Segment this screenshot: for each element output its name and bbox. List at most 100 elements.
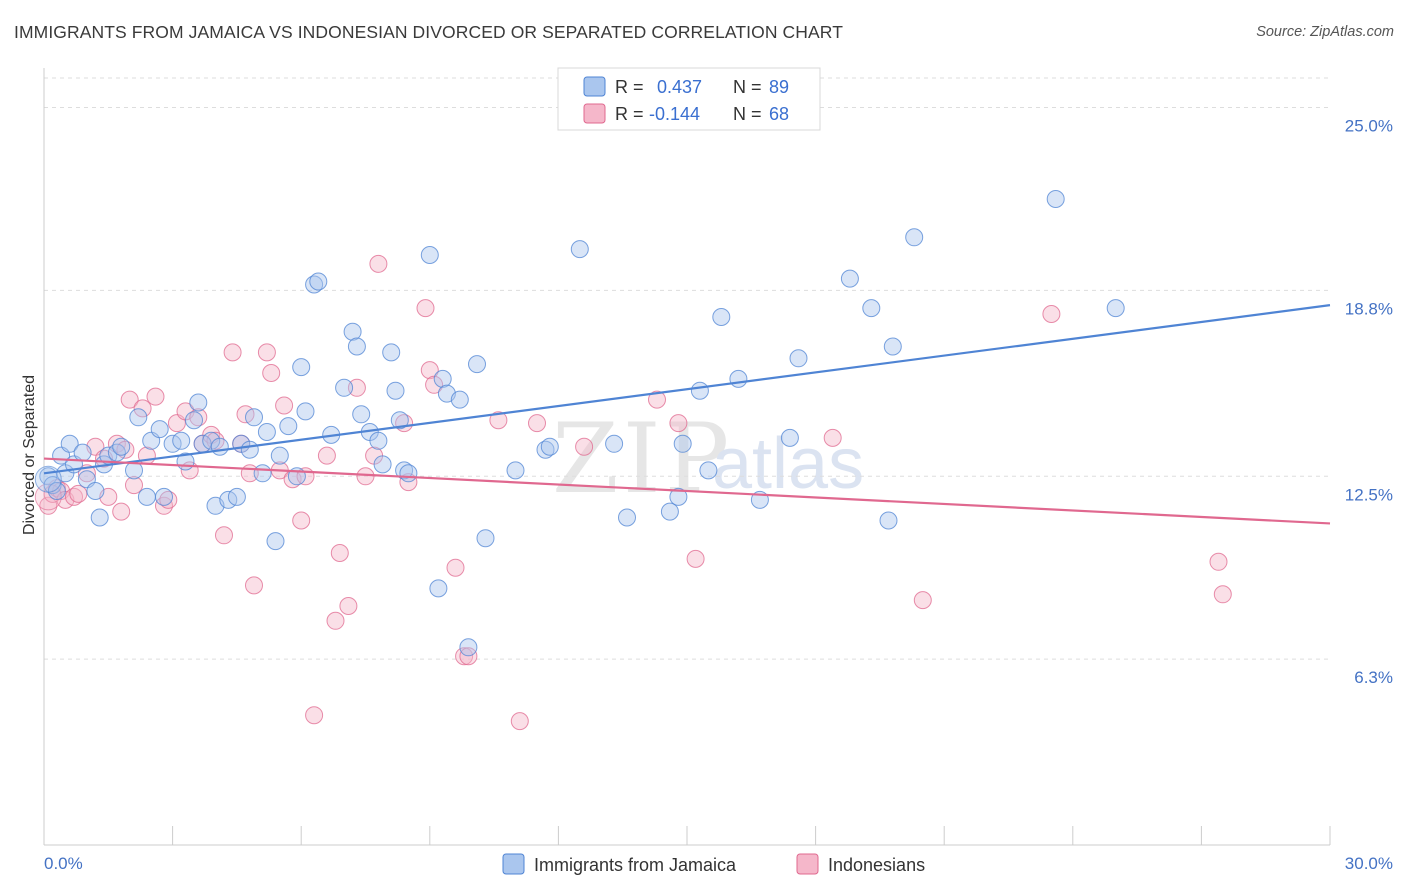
indonesians-point-55 [446,558,465,577]
jamaica-point-87 [1046,190,1065,208]
jamaica-point-71 [618,508,636,527]
y-tick-label-1: 12.5% [1345,485,1393,504]
jamaica-point-7 [73,443,92,462]
jamaica-point-34 [245,408,263,427]
indonesians-point-14 [120,390,139,409]
legend-n-value-2: 68 [769,104,789,124]
jamaica-point-37 [266,532,285,551]
indonesians-point-49 [369,254,388,273]
indonesians-point-46 [347,378,366,397]
jamaica-point-24 [185,411,203,430]
jamaica-point-10 [90,508,109,527]
jamaica-point-48 [347,337,366,356]
jamaica-point-75 [690,381,709,400]
indonesians-point-43 [326,611,345,630]
jamaica-point-54 [386,381,405,400]
jamaica-point-22 [172,431,191,450]
jamaica-point-59 [429,579,448,598]
indonesians-point-33 [245,576,263,595]
indonesians-point-56 [455,647,474,666]
jamaica-point-42 [296,402,315,421]
jamaica-point-64 [468,355,486,374]
gridlines [44,77,1330,660]
legend-swatch-indonesians [583,103,606,124]
bottom-legend-label-jamaica: Immigrants from Jamaica [534,855,737,875]
jamaica-point-73 [669,487,688,506]
jamaica-point-14 [112,437,131,456]
indonesians-point-44 [330,544,349,562]
jamaica-point-70 [605,434,624,453]
jamaica-point-47 [343,322,362,341]
jamaica-point-63 [459,638,478,657]
bottom-legend-swatch-indonesians [796,853,819,875]
jamaica-point-66 [506,461,525,480]
source-label: Source: ZipAtlas.com [1256,24,1394,40]
legend-n-value-1: 89 [769,77,789,97]
jamaica-point-2 [47,482,66,500]
x-tick-label-0: 0.0% [44,854,83,873]
legend-swatch-jamaica [583,76,606,97]
indonesians-point-15 [125,476,143,495]
indonesians-point-53 [420,361,439,380]
jamaica-point-65 [476,529,495,548]
axes [43,68,1331,846]
indonesians-trend-line [43,457,1331,525]
indonesians-point-60 [528,414,546,433]
bottom-legend-label-indonesians: Indonesians [828,855,925,875]
watermark-atlas: atlas [712,424,864,504]
legend-r-label-2: R = [615,104,644,124]
jamaica-point-16 [129,408,148,427]
indonesians-point-37 [275,396,294,415]
jamaica-point-52 [373,455,392,474]
indonesians-point-28 [215,526,233,545]
indonesians-point-41 [305,706,324,725]
bottom-legend-swatch-jamaica [502,853,525,875]
jamaica-point-62 [450,390,469,409]
jamaica-trend-line [43,304,1331,475]
indonesians-point-0 [39,496,58,515]
jamaica-point-38 [270,446,289,465]
jamaica-point-69 [570,240,589,259]
indonesians-point-18 [146,387,165,406]
jamaica-point-68 [540,437,559,456]
jamaica-point-46 [335,378,354,397]
jamaica-point-85 [883,337,902,356]
indonesians-point-42 [317,446,336,465]
jamaica-point-53 [382,343,401,362]
indonesians-point-59 [510,712,529,731]
jamaica-point-77 [712,308,731,326]
jamaica-point-74 [673,434,692,453]
jamaica-point-19 [150,420,169,439]
jamaica-point-55 [390,411,409,430]
jamaica-point-39 [279,417,298,436]
indonesians-point-34 [257,343,276,362]
jamaica-point-84 [879,511,898,530]
trend-lines [43,304,1331,525]
jamaica-point-51 [369,431,388,450]
watermark-zip: ZIP [552,403,733,515]
indonesians-point-62 [648,390,666,409]
chart-title: IMMIGRANTS FROM JAMAICA VS INDONESIAN DI… [14,22,843,42]
jamaica-point-17 [137,487,156,506]
jamaica-point-60 [433,369,452,388]
indonesians-point-67 [1042,305,1061,323]
indonesians-point-39 [292,511,311,530]
jamaica-point-25 [189,393,208,412]
jamaica-point-35 [253,464,272,483]
jamaica-point-76 [699,461,718,480]
indonesians-point-58 [489,411,508,430]
indonesians-point-69 [1213,585,1232,604]
jamaica-point-33 [240,440,259,459]
legend-n-label-2: N = [733,104,762,124]
jamaica-point-36 [257,423,276,441]
jamaica-point-41 [292,358,311,377]
indonesians-point-64 [686,549,705,568]
indonesians-point-66 [913,591,932,610]
indonesians-point-45 [339,597,358,615]
jamaica-point-20 [155,487,173,506]
jamaica-point-88 [1106,299,1125,318]
tick-labels: 6.3% 12.5% 18.8% 25.0% 0.0% 30.0% [44,117,1393,874]
series-jamaica-points [34,190,1125,657]
jamaica-point-49 [352,405,371,424]
